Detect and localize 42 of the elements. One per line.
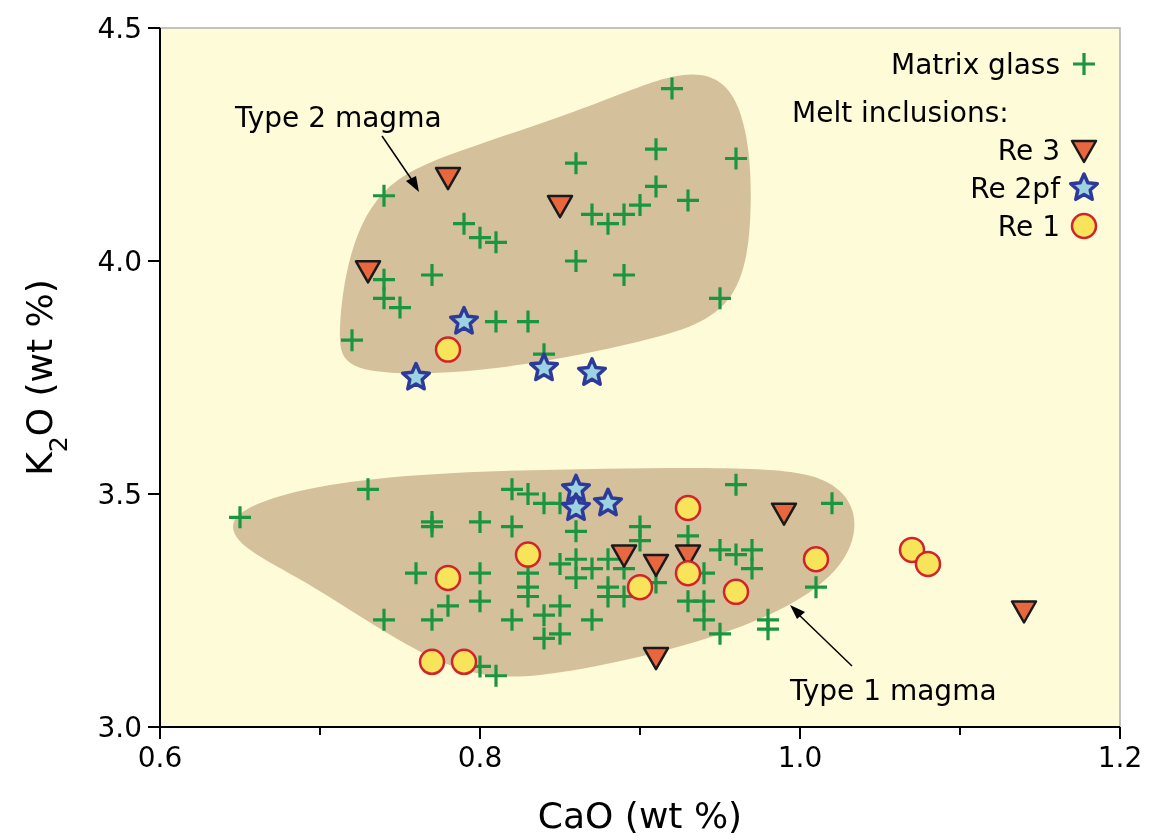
x-tick-label: 1.2: [1097, 741, 1143, 774]
point: [610, 544, 638, 568]
point: [642, 553, 670, 578]
point: [560, 492, 592, 522]
point: [514, 541, 542, 568]
point: [528, 352, 560, 382]
legend-label: Re 3: [997, 134, 1060, 167]
point: [354, 260, 382, 284]
point: [400, 361, 432, 391]
point: [592, 487, 624, 517]
annotation: Type 1 magma: [789, 674, 997, 707]
point: [450, 648, 478, 676]
y-tick-label: 4.0: [97, 245, 142, 278]
y-tick-label: 3.0: [97, 711, 142, 744]
legend-label: Re 2pf: [970, 172, 1062, 205]
point: [546, 194, 574, 219]
point: [914, 550, 942, 578]
point: [898, 536, 926, 564]
legend-label: Re 1: [997, 210, 1060, 243]
x-tick-label: 0.8: [457, 741, 503, 774]
point: [674, 559, 702, 587]
x-tick-label: 1.0: [777, 741, 823, 774]
legend-label: Matrix glass: [891, 48, 1060, 81]
point: [418, 648, 446, 676]
point: [674, 494, 702, 522]
y-tick-label: 4.5: [97, 12, 142, 45]
point: [722, 578, 750, 606]
legend-title: Melt inclusions:: [792, 96, 1009, 129]
annotation: Type 2 magma: [234, 101, 442, 134]
point: [434, 166, 462, 191]
point: [642, 646, 670, 671]
point: [576, 357, 608, 386]
point: [448, 305, 480, 335]
x-axis-title: CaO (wt %): [537, 795, 743, 836]
x-tick-label: 0.6: [137, 741, 183, 774]
point: [434, 336, 462, 363]
y-tick-label: 3.5: [97, 478, 142, 511]
point: [626, 573, 654, 601]
point: [802, 545, 830, 573]
point: [434, 564, 462, 592]
point: [770, 502, 798, 526]
point: [1010, 600, 1038, 624]
